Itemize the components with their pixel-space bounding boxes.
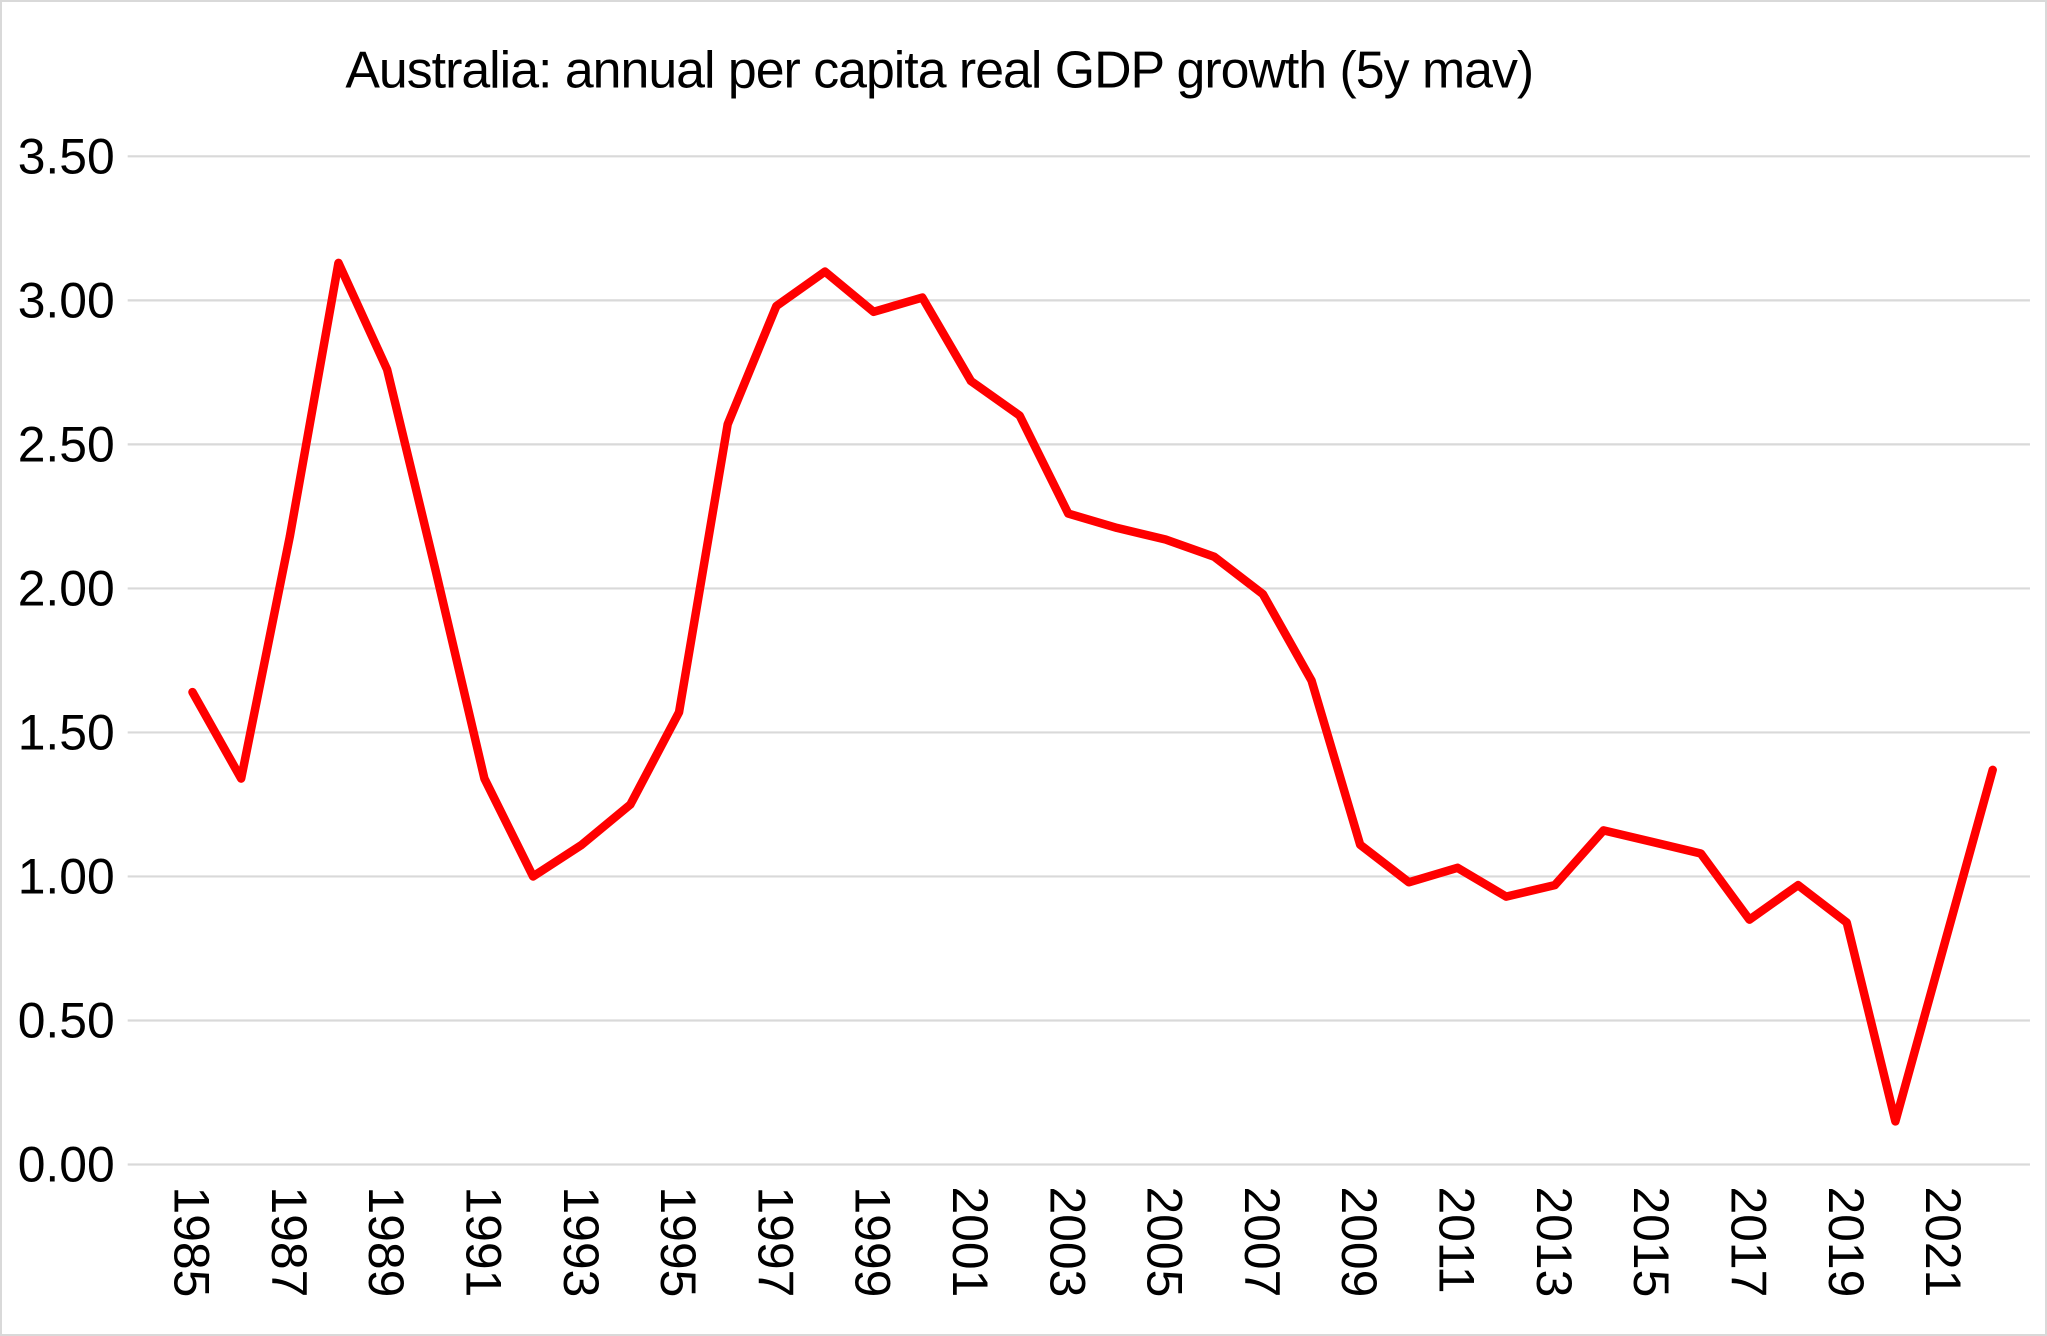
x-axis-tick-label: 2009 [1331,1186,1387,1297]
x-axis-tick-label: 1985 [164,1186,220,1297]
x-axis-tick-label: 2015 [1623,1186,1679,1297]
x-axis-tick-label: 2007 [1234,1186,1290,1297]
x-axis-tick-label: 2017 [1720,1186,1776,1297]
x-axis-tick-labels: 1985 1987 1989 1991 1993 1995 1997 1999 2001 2003… [164,1186,1972,1297]
x-axis-tick-label: 2013 [1526,1186,1582,1297]
x-axis-tick-label: 2021 [1915,1186,1971,1297]
y-axis-tick-label: 2.50 [18,416,115,472]
x-axis-tick-label: 2019 [1818,1186,1874,1297]
gridlines [127,155,2030,1166]
x-axis-tick-label: 1995 [650,1186,706,1297]
y-axis-tick-label: 3.50 [18,128,115,184]
y-axis-tick-label: 1.50 [18,704,115,760]
x-axis-tick-label: 1989 [358,1186,414,1297]
y-axis-tick-label: 0.00 [18,1136,115,1192]
y-axis-tick-label: 3.00 [18,272,115,328]
x-axis-tick-label: 1997 [747,1186,803,1297]
gdp-growth-line [188,258,1997,1126]
chart-title: Australia: annual per capita real GDP gr… [345,41,1533,99]
x-axis-tick-label: 1999 [845,1186,901,1297]
y-axis-tick-labels: 3.50 3.00 2.50 2.00 1.50 1.00 0.50 0.00 [18,128,115,1192]
x-axis-tick-label: 1987 [261,1186,317,1297]
x-axis-tick-label: 1991 [455,1186,511,1297]
y-axis-tick-label: 2.00 [18,560,115,616]
y-axis-tick-label: 0.50 [18,992,115,1048]
x-axis-tick-label: 2011 [1429,1186,1485,1293]
x-axis-tick-label: 2001 [942,1186,998,1297]
y-axis-tick-label: 1.00 [18,848,115,904]
x-axis-tick-label: 1993 [553,1186,609,1297]
x-axis-tick-label: 2005 [1137,1186,1193,1297]
x-axis-tick-label: 2003 [1039,1186,1095,1297]
